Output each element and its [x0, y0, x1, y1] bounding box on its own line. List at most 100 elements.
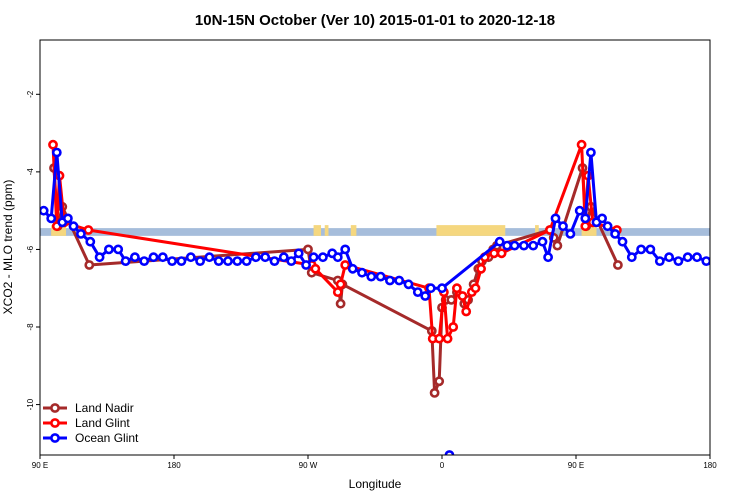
- data-point: [340, 260, 351, 270]
- series-land-glint: [48, 139, 622, 344]
- chart-title: 10N-15N October (Ver 10) 2015-01-01 to 2…: [195, 12, 555, 29]
- data-point: [429, 387, 440, 398]
- x-tick-label: 180: [167, 461, 181, 470]
- data-point: [204, 252, 215, 263]
- data-point: [636, 244, 646, 255]
- data-point: [602, 221, 613, 232]
- data-point: [434, 333, 445, 344]
- data-point: [576, 139, 587, 150]
- data-point: [617, 236, 628, 247]
- data-point: [332, 287, 343, 297]
- data-point: [597, 213, 607, 224]
- data-point: [470, 283, 481, 294]
- data-point: [375, 271, 386, 282]
- data-point: [626, 252, 637, 263]
- data-point: [366, 271, 377, 282]
- data-point: [420, 291, 431, 301]
- data-point: [502, 240, 512, 251]
- x-tick-label: 180: [703, 461, 717, 470]
- data-point: [403, 279, 414, 290]
- data-point: [437, 283, 447, 294]
- data-point: [129, 252, 140, 263]
- data-point: [664, 252, 674, 263]
- data-point: [94, 252, 105, 263]
- data-point: [68, 221, 79, 232]
- y-axis-label: XCO2 - MLO trend (ppm): [1, 180, 15, 315]
- x-axis: 90 E 180 90 W 0 90 E 180: [32, 455, 717, 470]
- land-patch: [350, 225, 357, 236]
- data-point: [40, 205, 49, 216]
- data-point: [425, 283, 436, 294]
- land-patch: [436, 225, 506, 236]
- data-point: [692, 252, 702, 263]
- y-tick-label: -6: [26, 245, 35, 253]
- y-tick-label: -10: [26, 398, 35, 410]
- data-point: [673, 256, 684, 266]
- data-point: [148, 252, 159, 263]
- x-tick-label: 90 E: [32, 461, 48, 470]
- data-point: [303, 244, 313, 255]
- data-point: [308, 252, 319, 263]
- data-point: [543, 252, 553, 263]
- x-axis-label: Longitude: [349, 477, 402, 491]
- data-point: [550, 213, 561, 224]
- data-point: [552, 240, 563, 251]
- data-point: [461, 306, 472, 317]
- ocean-strip: [40, 228, 710, 236]
- data-point: [167, 256, 177, 266]
- data-point: [494, 236, 505, 247]
- data-point: [384, 275, 395, 286]
- data-point: [489, 248, 499, 259]
- data-point: [580, 213, 591, 224]
- data-point: [260, 252, 271, 263]
- land-patch: [324, 225, 329, 236]
- data-point: [104, 244, 114, 255]
- data-point: [565, 228, 576, 239]
- data-point: [451, 283, 462, 294]
- data-point: [250, 252, 261, 263]
- data-point: [310, 263, 321, 274]
- data-point: [63, 213, 73, 224]
- data-point: [457, 291, 468, 301]
- data-point: [682, 252, 693, 263]
- data-point: [223, 256, 233, 266]
- data-point: [574, 205, 585, 216]
- data-point: [293, 248, 304, 259]
- data-point: [347, 263, 358, 274]
- data-point: [113, 244, 124, 255]
- data-point: [448, 322, 459, 332]
- series-layer: [40, 139, 710, 455]
- data-point: [613, 260, 623, 270]
- data-point: [558, 221, 568, 232]
- data-point: [84, 260, 95, 270]
- series-land-nadir: [49, 163, 623, 398]
- data-point: [586, 147, 596, 158]
- legend-label: Land Nadir: [75, 401, 134, 415]
- data-point: [157, 252, 168, 263]
- land-patch: [313, 225, 322, 236]
- legend-label: Ocean Glint: [75, 431, 139, 445]
- data-point: [85, 236, 96, 247]
- y-tick-label: -8: [26, 323, 35, 331]
- data-point: [51, 147, 62, 158]
- data-point: [332, 252, 343, 263]
- data-point: [645, 244, 656, 255]
- data-point: [269, 256, 280, 266]
- data-point: [442, 333, 453, 344]
- y-tick-label: -4: [26, 168, 35, 176]
- data-point: [446, 294, 457, 305]
- legend-marker: [50, 418, 60, 428]
- data-point: [232, 256, 243, 266]
- data-point: [301, 260, 311, 270]
- data-point: [654, 256, 665, 266]
- land-patch: [535, 225, 539, 236]
- plot-frame: [39, 39, 711, 456]
- data-point: [278, 252, 289, 263]
- data-point: [610, 228, 620, 239]
- data-point: [340, 244, 351, 255]
- data-point: [176, 256, 187, 266]
- data-point: [434, 376, 445, 387]
- y-tick-label: -2: [26, 90, 35, 98]
